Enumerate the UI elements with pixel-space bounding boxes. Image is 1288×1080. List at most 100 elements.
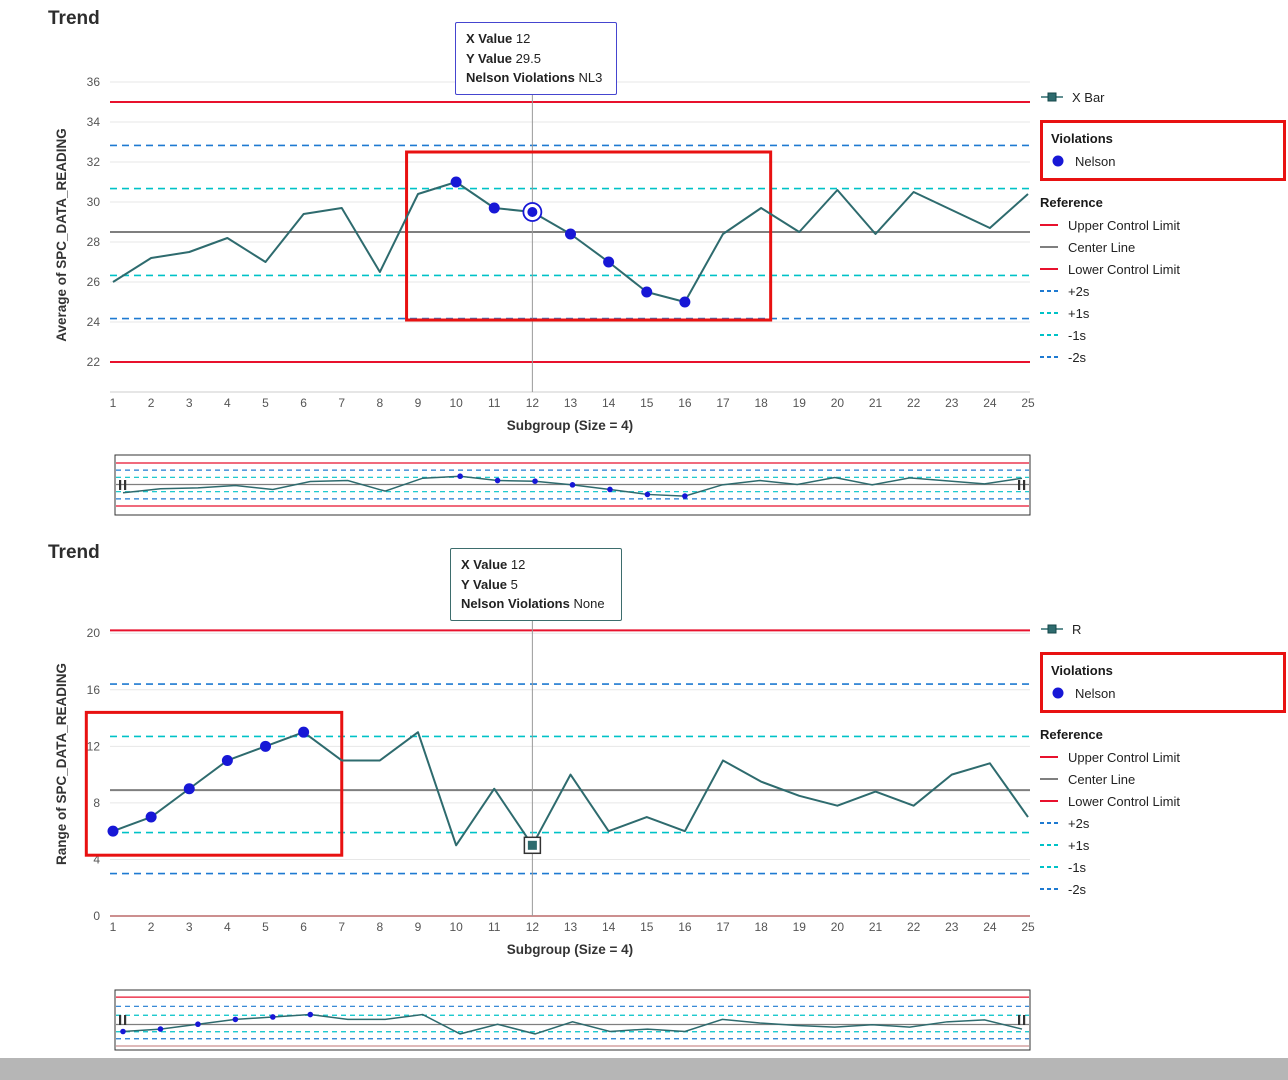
tooltip-label: Nelson Violations <box>461 596 570 611</box>
nelson-violation-point[interactable] <box>260 740 271 752</box>
nelson-violation-point[interactable] <box>641 286 653 298</box>
reference-line-icon <box>1040 246 1058 248</box>
reference-line-icon <box>1040 866 1058 868</box>
y-tick-label: 28 <box>87 235 101 249</box>
x-tick-label: 10 <box>449 396 463 410</box>
y-tick-label: 36 <box>87 75 101 89</box>
navigator-violation-point <box>120 1028 126 1035</box>
x-axis-title: Subgroup (Size = 4) <box>507 942 633 957</box>
legend-item-2s[interactable]: +2s <box>1040 812 1286 834</box>
datapoint-tooltip: X Value 12 Y Value 5 Nelson Violations N… <box>450 548 622 621</box>
y-tick-label: 22 <box>87 355 101 369</box>
nelson-violation-point[interactable] <box>107 825 119 837</box>
legend-nelson-item[interactable]: Nelson <box>1051 682 1275 704</box>
navigator-frame[interactable] <box>114 989 1031 1051</box>
legend-series-item[interactable]: X Bar <box>1040 86 1286 108</box>
legend-series-item[interactable]: R <box>1040 618 1286 640</box>
x-tick-label: 18 <box>754 920 768 934</box>
x-tick-label: 11 <box>488 920 501 934</box>
legend-item-2s[interactable]: -2s <box>1040 346 1286 368</box>
x-tick-label: 7 <box>338 920 345 934</box>
selected-point-dot <box>527 207 538 217</box>
legend-item-2s[interactable]: -2s <box>1040 878 1286 900</box>
y-tick-label: 0 <box>93 909 100 923</box>
navigator-violation-point <box>644 491 651 498</box>
legend-item-label: +1s <box>1068 305 1090 321</box>
legend-item-lower-control-limit[interactable]: Lower Control Limit <box>1040 258 1286 280</box>
tooltip-row: X Value 12 <box>466 29 606 49</box>
x-tick-label: 20 <box>831 920 845 934</box>
legend-item-label: -2s <box>1068 349 1087 365</box>
legend-item-center-line[interactable]: Center Line <box>1040 768 1286 790</box>
x-tick-label: 25 <box>1021 920 1035 934</box>
x-tick-label: 10 <box>449 920 463 934</box>
selected-point-dot <box>527 840 537 850</box>
reference-line-icon <box>1040 844 1058 846</box>
x-tick-label: 14 <box>602 396 616 410</box>
xbar-legend: X Bar Violations Nelson Reference Upper Cont… <box>1040 86 1286 368</box>
navigator-right-handle[interactable] <box>1018 1015 1026 1025</box>
legend-item-label: -1s <box>1068 859 1087 875</box>
legend-series-label: X Bar <box>1072 89 1105 105</box>
nelson-violation-point[interactable] <box>565 228 576 240</box>
legend-item-label: Center Line <box>1068 239 1136 255</box>
legend-item-label: Lower Control Limit <box>1068 793 1180 809</box>
legend-item-center-line[interactable]: Center Line <box>1040 236 1286 258</box>
x-tick-label: 9 <box>415 396 422 410</box>
legend-nelson-item[interactable]: Nelson <box>1051 150 1275 172</box>
reference-header: Reference <box>1040 195 1103 210</box>
legend-item-1s[interactable]: -1s <box>1040 324 1286 346</box>
x-tick-label: 13 <box>564 920 578 934</box>
nelson-violation-point[interactable] <box>488 202 500 214</box>
navigator-left-handle[interactable] <box>119 1015 127 1025</box>
nelson-violation-point[interactable] <box>603 256 615 268</box>
tooltip-value: 12 <box>515 31 531 46</box>
nelson-violation-point[interactable] <box>450 176 462 188</box>
x-tick-label: 16 <box>678 920 692 934</box>
navigator-violation-point <box>569 482 576 488</box>
nelson-violation-point[interactable] <box>221 754 233 766</box>
tooltip-row: Nelson Violations NL3 <box>466 68 606 88</box>
x-tick-label: 4 <box>224 396 231 410</box>
tooltip-value: NL3 <box>578 70 603 85</box>
legend-item-upper-control-limit[interactable]: Upper Control Limit <box>1040 214 1286 236</box>
y-tick-label: 30 <box>87 195 101 209</box>
x-tick-label: 17 <box>716 396 730 410</box>
tooltip-row: X Value 12 <box>461 555 611 575</box>
y-axis-title: Range of SPC_DATA_READING <box>54 663 69 865</box>
x-tick-label: 12 <box>526 396 540 410</box>
legend-item-upper-control-limit[interactable]: Upper Control Limit <box>1040 746 1286 768</box>
navigator-left-handle[interactable] <box>119 480 127 490</box>
navigator-right-handle[interactable] <box>1018 480 1026 490</box>
horizontal-scrollbar[interactable] <box>0 1058 1288 1080</box>
legend-series-label: R <box>1072 621 1082 637</box>
legend-item-lower-control-limit[interactable]: Lower Control Limit <box>1040 790 1286 812</box>
x-tick-label: 11 <box>488 396 501 410</box>
tooltip-value: None <box>573 596 605 611</box>
x-tick-label: 18 <box>754 396 768 410</box>
x-tick-label: 25 <box>1021 396 1035 410</box>
violation-highlight-rect <box>84 710 344 857</box>
nelson-violation-point[interactable] <box>183 783 195 795</box>
navigator-violation-point <box>607 486 613 493</box>
tooltip-label: Y Value <box>466 50 513 66</box>
legend-item-label: +2s <box>1068 283 1090 299</box>
nelson-violation-point[interactable] <box>679 296 691 308</box>
series-line <box>112 731 1029 847</box>
x-tick-label: 21 <box>869 920 883 934</box>
violations-legend-box: Violations Nelson <box>1040 652 1286 713</box>
violations-legend-box: Violations Nelson <box>1040 120 1286 181</box>
legend-item-1s[interactable]: -1s <box>1040 856 1286 878</box>
legend-item-1s[interactable]: +1s <box>1040 302 1286 324</box>
nelson-violation-point[interactable] <box>298 726 310 738</box>
x-tick-label: 6 <box>300 920 307 934</box>
y-tick-label: 26 <box>87 275 101 289</box>
nelson-dot-icon <box>1052 155 1064 167</box>
legend-item-2s[interactable]: +2s <box>1040 280 1286 302</box>
nelson-violation-point[interactable] <box>145 811 157 823</box>
legend-item-1s[interactable]: +1s <box>1040 834 1286 856</box>
x-axis-title: Subgroup (Size = 4) <box>507 418 633 433</box>
x-tick-label: 19 <box>793 396 807 410</box>
